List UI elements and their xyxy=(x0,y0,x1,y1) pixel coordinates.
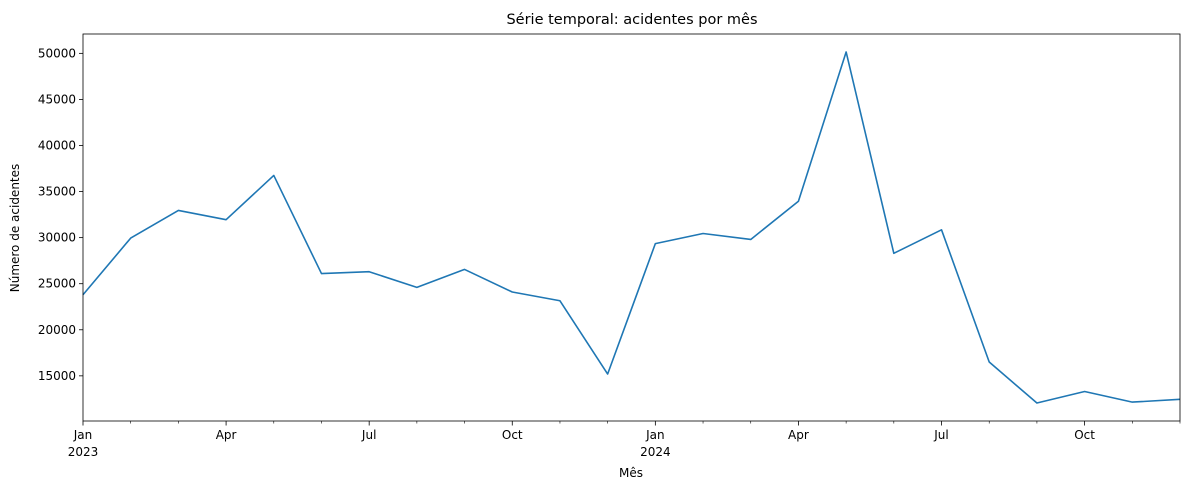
x-tick-label: Apr xyxy=(216,428,237,442)
x-tick-label: Jul xyxy=(361,428,376,442)
plot-frame xyxy=(82,33,1181,422)
x-axis: Jan 2023 Apr Jul Oct Jan 2024 Apr Jul Oct xyxy=(68,421,1181,459)
y-tick-label: 50000 xyxy=(38,46,76,60)
y-axis-title: Número de acidentes xyxy=(8,164,22,293)
x-tick-label: Apr xyxy=(788,428,809,442)
y-tick-label: 45000 xyxy=(38,92,76,106)
y-tick-label: 35000 xyxy=(38,185,76,199)
y-tick-label: 15000 xyxy=(38,369,76,383)
series-line xyxy=(82,51,1181,404)
x-tick-year-label: 2024 xyxy=(640,445,671,459)
x-tick-label: Jan xyxy=(73,428,93,442)
x-tick-label: Oct xyxy=(1074,428,1095,442)
y-tick-label: 40000 xyxy=(38,138,76,152)
x-tick-label: Oct xyxy=(502,428,523,442)
y-axis: 15000 20000 25000 30000 35000 40000 45000 50000 xyxy=(38,46,83,383)
x-tick-year-label: 2023 xyxy=(68,445,99,459)
chart-title: Série temporal: acidentes por mês xyxy=(506,12,757,28)
y-tick-label: 20000 xyxy=(38,323,76,337)
x-axis-title: Mês xyxy=(619,466,643,480)
plot-area xyxy=(82,51,1181,404)
y-tick-label: 25000 xyxy=(38,277,76,291)
x-tick-label: Jul xyxy=(933,428,948,442)
x-tick-label: Jan xyxy=(645,428,665,442)
y-tick-label: 30000 xyxy=(38,231,76,245)
